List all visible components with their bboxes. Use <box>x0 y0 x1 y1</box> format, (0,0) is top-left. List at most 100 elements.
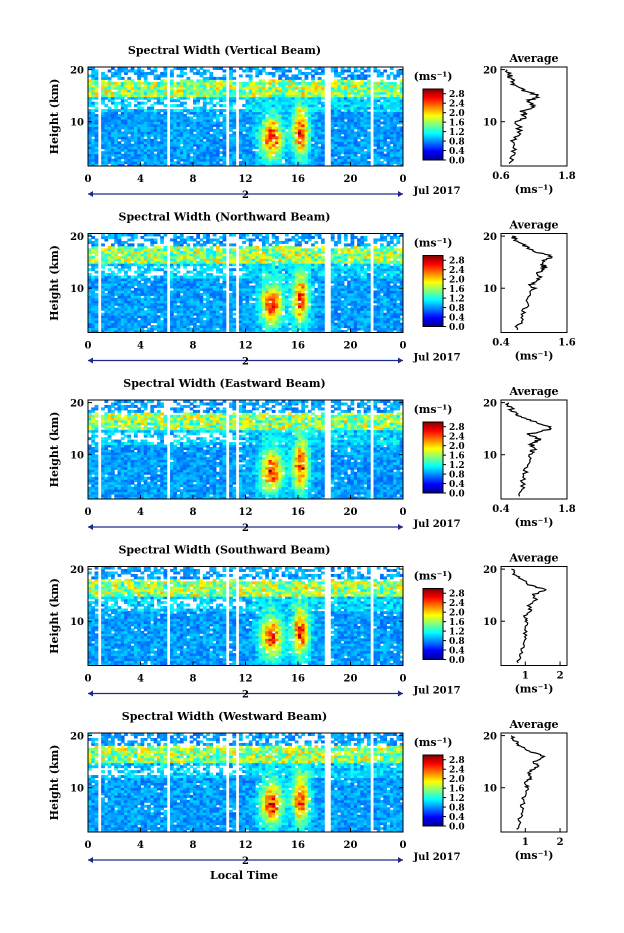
heatmap-cell <box>193 82 197 85</box>
heatmap-cell <box>95 276 99 279</box>
heatmap-cell <box>111 72 115 75</box>
heatmap-cell <box>177 109 181 112</box>
heatmap-cell <box>131 290 135 293</box>
heatmap-cell <box>150 281 154 284</box>
heatmap-cell <box>183 246 187 249</box>
heatmap-cell <box>91 102 95 105</box>
heatmap-cell <box>183 114 187 117</box>
heatmap-cell <box>203 268 207 271</box>
heatmap-cell <box>246 74 250 77</box>
heatmap-cell <box>268 283 272 286</box>
heatmap-cell <box>393 82 397 85</box>
colorbar <box>423 89 443 160</box>
heatmap-cell <box>186 276 190 279</box>
heatmap-cell <box>160 320 164 323</box>
heatmap-cell <box>203 69 207 72</box>
heatmap-cell <box>242 248 246 251</box>
heatmap-cell <box>104 104 108 107</box>
heatmap-cell <box>124 246 128 249</box>
heatmap-cell <box>124 271 128 274</box>
heatmap-cell <box>114 248 118 251</box>
heatmap-cell <box>118 276 122 279</box>
heatmap-cell <box>242 69 246 72</box>
heatmap-cell <box>157 82 161 85</box>
heatmap-cell <box>387 74 391 77</box>
colorbar-tick-label: 2.8 <box>449 90 465 100</box>
heatmap-cell <box>232 109 236 112</box>
heatmap-cell <box>308 82 312 85</box>
heatmap-cell <box>255 82 259 85</box>
profile-line <box>506 70 539 164</box>
heatmap-cell <box>219 139 223 142</box>
heatmap-cell <box>177 271 181 274</box>
colorbar-tick-label: 1.6 <box>449 119 465 129</box>
heatmap-cell <box>190 79 194 82</box>
heatmap-cell <box>265 117 269 120</box>
heatmap-cell <box>239 268 243 271</box>
heatmap-cell <box>173 89 177 92</box>
heatmap-cell <box>190 109 194 112</box>
heatmap-cell <box>321 79 325 82</box>
heatmap-cell <box>95 258 99 261</box>
heatmap-cell <box>91 276 95 279</box>
heatmap-cell <box>141 87 145 90</box>
heatmap-cell <box>186 77 190 80</box>
heatmap-cell <box>351 97 355 100</box>
month-label: Jul 2017 <box>412 186 460 197</box>
heatmap-cell <box>209 134 213 137</box>
heatmap-cell <box>334 129 338 132</box>
heatmap-cell <box>390 146 394 149</box>
heatmap-cell <box>157 109 161 112</box>
heatmap-cell <box>137 243 141 246</box>
heatmap-cell <box>311 69 315 72</box>
heatmap-cell <box>163 79 167 82</box>
heatmap-cell <box>147 238 151 241</box>
heatmap-cell <box>183 273 187 276</box>
heatmap-cell <box>259 238 263 241</box>
panel-2: Spectral Width (Northward Beam)1020Heigh… <box>48 211 576 368</box>
heatmap-cell <box>160 109 164 112</box>
heatmap-cell <box>121 241 125 244</box>
heatmap-cell <box>127 102 131 105</box>
heatmap-cell <box>219 104 223 107</box>
heatmap-cell <box>255 151 259 154</box>
heatmap-cell <box>104 74 108 77</box>
colorbar-tick-label: 1.2 <box>449 128 465 138</box>
profile-x-tick-label: 0.6 <box>492 171 509 182</box>
panel-title: Spectral Width (Northward Beam) <box>119 211 331 224</box>
colorbar-tick-label: 2.0 <box>449 109 465 119</box>
heatmap-cell <box>154 74 158 77</box>
heatmap-cell <box>114 298 118 301</box>
heatmap-cell <box>193 318 197 321</box>
heatmap-cell <box>396 92 400 95</box>
heatmap-cell <box>121 82 125 85</box>
heatmap-cell <box>242 134 246 137</box>
heatmap-cell <box>246 92 250 95</box>
heatmap-cell <box>288 77 292 80</box>
heatmap-cell <box>160 114 164 117</box>
heatmap-cell <box>393 74 397 77</box>
x-tick-label: 12 <box>239 174 253 185</box>
heatmap-cell <box>193 134 197 137</box>
heatmap-cell <box>206 248 210 251</box>
heatmap-cell <box>154 109 158 112</box>
heatmap-cell <box>147 107 151 110</box>
heatmap-cell <box>141 271 145 274</box>
heatmap-cell <box>272 156 276 159</box>
heatmap-cell <box>380 97 384 100</box>
heatmap-cell <box>252 246 256 249</box>
heatmap-cell <box>249 74 253 77</box>
heatmap-cell <box>219 156 223 159</box>
heatmap-cell <box>246 246 250 249</box>
heatmap-cell <box>219 129 223 132</box>
profile-y-tick-label: 20 <box>483 66 497 77</box>
heatmap-cell <box>91 256 95 259</box>
heatmap-cell <box>259 69 263 72</box>
heatmap-cell <box>387 141 391 144</box>
heatmap-cell <box>249 238 253 241</box>
heatmap-cell <box>177 74 181 77</box>
heatmap-cell <box>147 278 151 281</box>
heatmap-cell <box>91 109 95 112</box>
heatmap-cell <box>390 72 394 75</box>
heatmap-cell <box>272 241 276 244</box>
